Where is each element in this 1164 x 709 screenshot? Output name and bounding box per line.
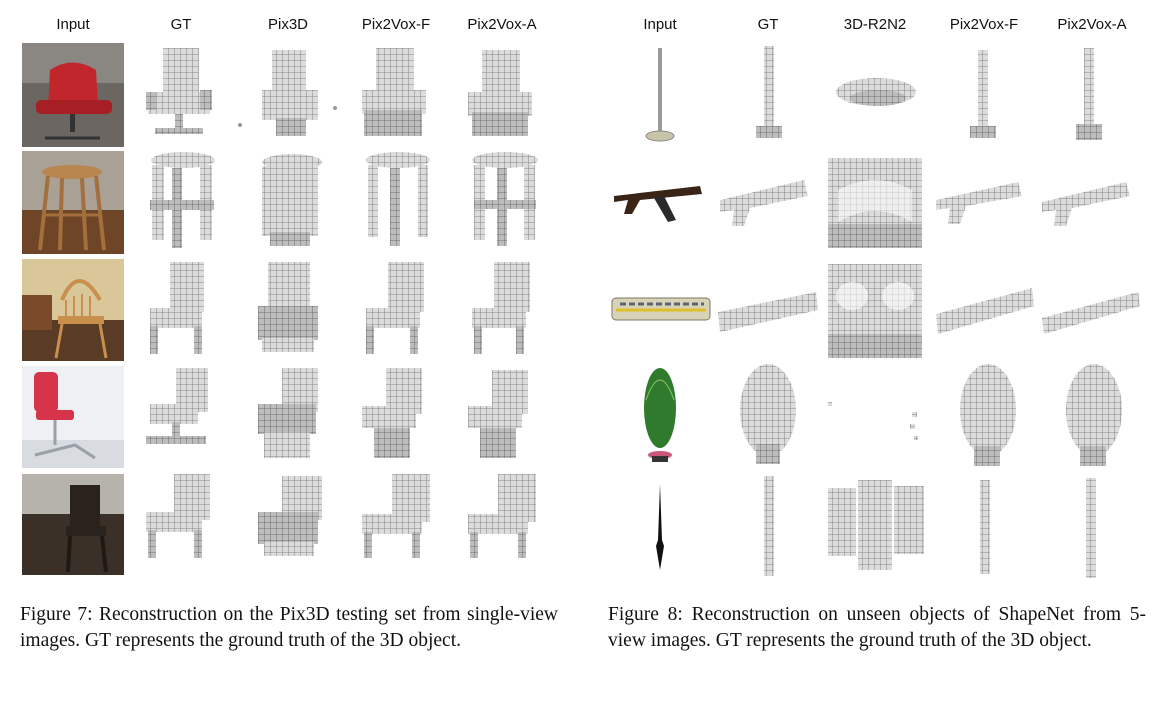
fig7-row5-gt-voxels (146, 474, 210, 558)
fig8-row2-gt-voxels (720, 180, 808, 226)
fig7-header-pix3d: Pix3D (267, 16, 309, 33)
fig7-row5-pix2vox-a-voxels (468, 474, 536, 558)
fig8-row5-pix2vox-a-voxels (1086, 478, 1096, 578)
fig8-row4-pix2vox-f-voxels (960, 364, 1016, 466)
fig7-row1-pix2vox-a-voxels (468, 50, 532, 136)
figure-7-caption: Figure 7: Reconstruction on the Pix3D te… (20, 604, 558, 651)
fig8-header-pix2vox-f: Pix2Vox-F (949, 16, 1019, 33)
figure-8: Input GT 3D-R2N2 Pix2Vox-F Pix2Vox-A (580, 0, 1164, 709)
fig8-row1-pix2vox-a-voxels (1076, 48, 1102, 140)
fig8-row3-gt-voxels (718, 292, 818, 332)
fig8-row2-pix2vox-a-voxels (1042, 182, 1130, 226)
fig8-row4-pix2vox-a-voxels (1066, 364, 1122, 466)
fig7-row4-pix3d-voxels (258, 368, 318, 458)
fig8-grid (611, 46, 1140, 578)
fig8-row5-gt-voxels (764, 476, 774, 576)
fig8-row2-3d-r2n2-voxels (828, 158, 922, 248)
figure-8-caption: Figure 8: Reconstruction on unseen objec… (608, 604, 1146, 651)
fig7-row3-pix2vox-a-voxels (472, 262, 530, 354)
fig8-row1-pix2vox-f-voxels (970, 50, 996, 138)
fig8-input-floor-lamp-render (645, 48, 675, 142)
fig7-row5-pix3d-voxels (258, 476, 322, 556)
fig7-input-red-office-chair-photo (22, 43, 124, 147)
fig8-row3-pix2vox-f-voxels (936, 288, 1034, 334)
fig8-row1-gt-voxels (756, 46, 782, 138)
fig7-row1-gt-voxels (146, 48, 212, 134)
fig8-header-input: Input (643, 16, 677, 33)
fig8-row3-pix2vox-a-voxels (1042, 292, 1140, 334)
fig7-row5-pix2vox-f-voxels (362, 474, 430, 558)
fig8-row2-pix2vox-f-voxels (936, 182, 1022, 224)
fig7-row1-pix2vox-f-voxels (362, 48, 426, 136)
fig8-row4-gt-voxels (740, 364, 796, 464)
fig7-row3-gt-voxels (150, 262, 204, 354)
fig8-row5-pix2vox-f-voxels (980, 480, 990, 574)
fig8-row1-3d-r2n2-voxels (836, 78, 916, 106)
fig7-row3-pix3d-voxels (258, 262, 318, 352)
fig7-row4-gt-voxels (146, 368, 208, 444)
fig8-input-spike-render (656, 484, 664, 570)
fig8-header-3d-r2n2: 3D-R2N2 (843, 16, 907, 33)
fig7-grid (22, 43, 538, 575)
fig7-header-gt: GT (170, 16, 192, 33)
fig8-header-pix2vox-a: Pix2Vox-A (1057, 16, 1127, 33)
fig7-row2-pix2vox-f-voxels (366, 152, 430, 246)
fig8-row5-3d-r2n2-voxels (828, 480, 924, 570)
fig8-input-rifle-render (614, 186, 702, 222)
fig7-row4-pix2vox-f-voxels (362, 368, 422, 458)
fig8-input-vase-render (644, 368, 676, 462)
fig7-header-input: Input (56, 16, 90, 33)
fig7-header-pix2vox-f: Pix2Vox-F (361, 16, 431, 33)
fig7-header-pix2vox-a: Pix2Vox-A (467, 16, 537, 33)
fig7-row2-gt-voxels (150, 152, 215, 248)
fig8-input-train-render (611, 297, 711, 321)
fig7-input-wooden-stool-photo (22, 151, 124, 254)
fig7-row4-pix2vox-a-voxels (468, 370, 528, 458)
fig7-row2-pix3d-voxels (262, 154, 322, 246)
figure-7: Input GT Pix3D Pix2Vox-F Pix2Vox-A (0, 0, 560, 709)
fig8-row3-3d-r2n2-voxels (828, 264, 922, 358)
fig8-header-gt: GT (757, 16, 779, 33)
fig7-row3-pix2vox-f-voxels (366, 262, 424, 354)
fig7-input-dining-chair-photo (22, 474, 124, 575)
fig7-input-wooden-windsor-chair-photo (22, 259, 124, 361)
fig7-row1-pix3d-voxels (238, 50, 337, 136)
fig7-row2-pix2vox-a-voxels (472, 152, 538, 246)
fig8-row4-3d-r2n2-voxels (828, 402, 918, 440)
fig7-input-red-swivel-chair-photo (22, 366, 124, 468)
